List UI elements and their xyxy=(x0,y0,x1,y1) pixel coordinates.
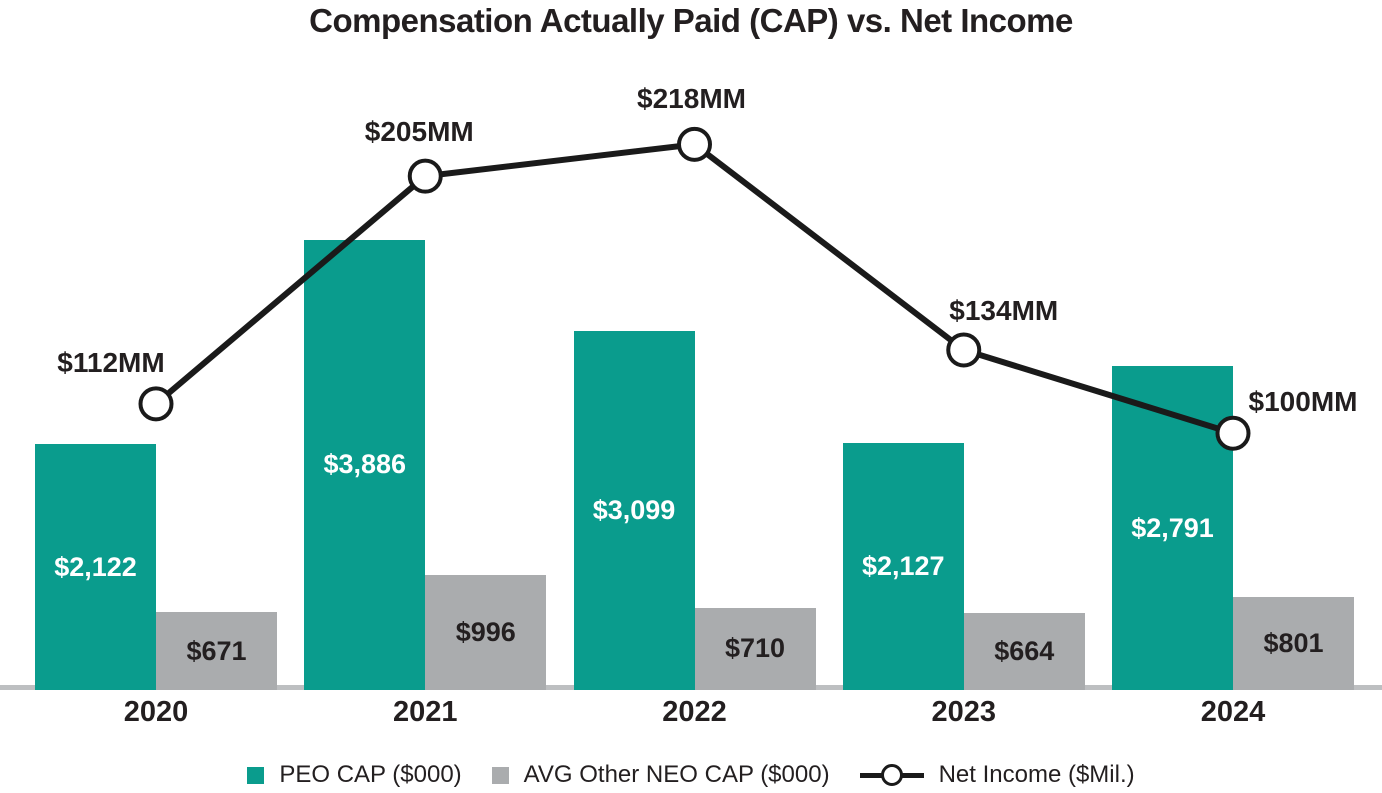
x-axis-label: 2024 xyxy=(1200,696,1266,728)
x-axis-label: 2022 xyxy=(662,696,727,728)
net-income-line-marker-icon xyxy=(859,762,924,788)
neo-cap-bar-label: $710 xyxy=(724,633,786,664)
peo-cap-bar: $2,127 xyxy=(842,443,964,690)
x-axis-label: 2020 xyxy=(123,696,189,728)
legend-item-net-income: Net Income ($Mil.) xyxy=(859,761,1135,789)
legend-label-net-income: Net Income ($Mil.) xyxy=(938,761,1135,788)
neo-cap-bar-label: $664 xyxy=(994,636,1055,666)
neo-cap-bar-label: $801 xyxy=(1263,628,1324,659)
peo-cap-bar-label: $3,886 xyxy=(323,449,407,480)
legend: PEO CAP ($000) AVG Other NEO CAP ($000) … xyxy=(0,758,1382,792)
legend-label-neo-cap: AVG Other NEO CAP ($000) xyxy=(523,761,830,788)
peo-cap-bar-label: $2,127 xyxy=(861,551,945,582)
net-income-point-label: $218MM xyxy=(637,83,746,115)
legend-label-peo-cap: PEO CAP ($000) xyxy=(279,761,462,788)
legend-item-peo-cap: PEO CAP ($000) xyxy=(247,761,462,789)
neo-cap-bar: $664 xyxy=(963,613,1085,690)
peo-cap-bar-label: $2,791 xyxy=(1131,512,1214,543)
net-income-point-label: $205MM xyxy=(364,116,474,148)
x-axis-label: 2023 xyxy=(931,696,997,728)
net-income-point-label: $134MM xyxy=(949,294,1059,326)
peo-cap-swatch-icon xyxy=(247,766,265,784)
neo-cap-bar-label: $671 xyxy=(186,635,247,666)
neo-cap-bar: $801 xyxy=(1233,597,1354,690)
neo-cap-bar: $671 xyxy=(156,612,277,690)
line-glyph-circle xyxy=(880,764,903,786)
chart-title: Compensation Actually Paid (CAP) vs. Net… xyxy=(309,2,1073,39)
net-income-point-label: $112MM xyxy=(57,346,165,378)
neo-cap-bar: $996 xyxy=(425,574,547,690)
neo-cap-swatch-icon xyxy=(491,766,509,784)
peo-cap-bar-label: $3,099 xyxy=(592,494,676,525)
neo-cap-bar: $710 xyxy=(694,607,816,690)
peo-cap-bar-label: $2,122 xyxy=(54,551,137,582)
legend-item-neo-cap: AVG Other NEO CAP ($000) xyxy=(491,761,830,789)
net-income-point-label: $100MM xyxy=(1248,386,1358,418)
peo-cap-bar: $2,122 xyxy=(35,444,156,690)
neo-cap-bar-label: $996 xyxy=(455,616,516,647)
x-axis-label: 2021 xyxy=(392,696,458,728)
